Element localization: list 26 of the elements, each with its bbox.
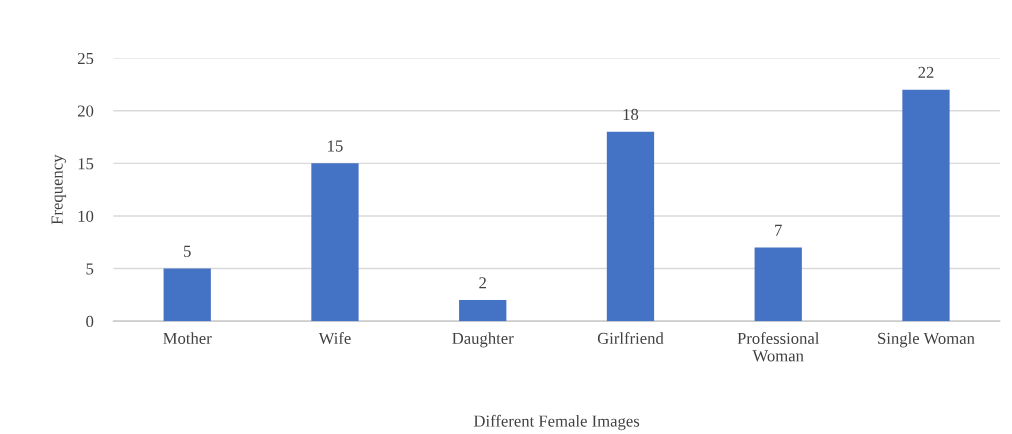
x-tick-label: Professional Woman [737,332,820,362]
y-tick-label: 5 [86,263,94,275]
data-label: 2 [479,277,486,289]
y-tick-label: 15 [78,158,94,170]
bar [163,268,211,322]
data-label: 18 [623,108,639,121]
y-tick-label: 20 [77,105,94,117]
x-tick-label: Mother [163,332,212,344]
data-label: 15 [328,140,343,152]
bar [902,89,950,322]
data-label: 5 [184,245,191,257]
y-tick-label: 25 [77,52,94,65]
x-tick-label: Wife [318,332,351,345]
y-tick-label: 0 [86,315,94,328]
bar [459,300,507,322]
y-axis-title: Frequency [51,154,67,225]
data-label: 22 [918,66,934,78]
x-tick-label: Girlfriend [597,332,664,344]
y-tick-label: 10 [78,210,94,222]
x-tick-label: Daughter [452,332,514,348]
bar [311,163,359,322]
x-tick-label: Single Woman [878,332,975,348]
data-label: 7 [775,224,782,236]
bar [606,131,655,322]
x-axis-title: Different Female Images [473,414,640,431]
bar [754,247,802,322]
